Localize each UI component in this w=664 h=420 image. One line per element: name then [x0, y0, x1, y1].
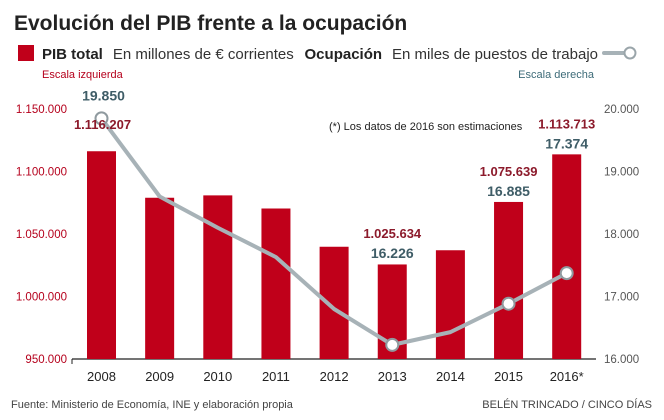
right-tick-label: 19.000: [604, 167, 639, 179]
left-tick-label: 1.150.000: [16, 104, 67, 116]
gdp-label-2015: 1.075.639: [480, 164, 538, 179]
employment-label-2013: 16.226: [371, 245, 414, 261]
x-tick-label: 2015: [494, 369, 523, 384]
left-axis-note: Escala izquierda: [42, 69, 124, 81]
line-layer: [94, 111, 574, 352]
employment-marker-2008: [94, 111, 109, 126]
legend-employment-marker: [623, 46, 637, 60]
employment-label-2016: 17.374: [545, 135, 588, 151]
left-tick-label: 950.000: [25, 354, 67, 366]
ticks-layer: 950.000 1.000.000 1.050.000 1.100.000 1.150.…: [16, 104, 639, 384]
employment-marker-2015: [501, 296, 516, 311]
legend-gdp-unit: En millones de € corrientes: [113, 46, 294, 63]
x-tick-label: 2011: [262, 369, 290, 384]
gdp-bar-2011: [261, 208, 291, 359]
left-tick-label: 1.000.000: [16, 292, 67, 304]
legend-gdp-swatch: [18, 45, 34, 61]
x-tick-label: 2014: [436, 369, 465, 384]
left-tick-label: 1.050.000: [16, 229, 67, 241]
right-axis-note: Escala derecha: [518, 69, 595, 81]
x-tick-label: 2009: [145, 369, 174, 384]
legend-employment-unit: En miles de puestos de trabajo: [392, 46, 598, 63]
x-tick-label: 2012: [320, 369, 349, 384]
chart-title: Evolución del PIB frente a la ocupación: [14, 12, 407, 35]
gdp-bar-2009: [145, 197, 175, 359]
x-tick-label: 2013: [378, 369, 407, 384]
legend-employment: Ocupación En miles de puestos de trabajo: [305, 46, 598, 63]
gdp-bar-2012: [319, 246, 349, 359]
footer-credit: BELÉN TRINCADO / CINCO DÍAS: [482, 398, 652, 411]
gdp-label-2013: 1.025.634: [363, 226, 422, 241]
legend-gdp: PIB total En millones de € corrientes: [42, 46, 294, 63]
x-tick-label: 2016*: [550, 369, 584, 384]
footer-source: Fuente: Ministerio de Economía, INE y el…: [11, 399, 294, 411]
employment-marker-2016: [559, 266, 574, 281]
gdp-bar-2014: [435, 250, 465, 359]
gdp-bar-2015: [494, 201, 524, 359]
gdp-label-2016: 1.113.713: [538, 116, 595, 131]
right-tick-label: 16.000: [604, 354, 639, 366]
right-tick-label: 20.000: [604, 104, 639, 116]
x-tick-label: 2008: [87, 369, 116, 384]
left-tick-label: 1.100.000: [16, 167, 67, 179]
gdp-label-2008: 1.116.207: [74, 117, 131, 132]
data-labels-layer: 19.850 16.226 16.885 17.374 1.116.207 1.025.6…: [74, 87, 595, 261]
right-tick-label: 18.000: [604, 229, 639, 241]
estimate-note: (*) Los datos de 2016 son estimaciones: [329, 121, 523, 133]
legend-gdp-name: PIB total: [42, 46, 103, 63]
x-tick-label: 2010: [203, 369, 232, 384]
legend-employment-name: Ocupación: [305, 46, 383, 63]
bars-layer: [87, 151, 582, 359]
gdp-bar-2010: [203, 195, 233, 359]
gdp-bar-2016: [552, 154, 582, 359]
employment-marker-2013: [385, 337, 400, 352]
gdp-bar-2008: [87, 151, 116, 359]
employment-label-2015: 16.885: [487, 183, 530, 199]
right-tick-label: 17.000: [604, 292, 639, 304]
employment-line: [99, 116, 569, 347]
employment-label-2008: 19.850: [82, 87, 125, 103]
